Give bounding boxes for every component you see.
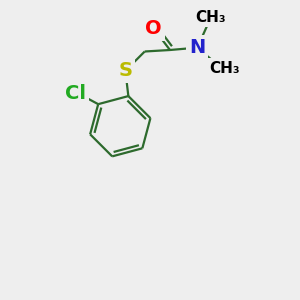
- Text: O: O: [145, 19, 162, 38]
- Text: Cl: Cl: [65, 84, 86, 103]
- Text: CH₃: CH₃: [195, 10, 225, 25]
- Text: CH₃: CH₃: [210, 61, 240, 76]
- Text: S: S: [118, 61, 132, 80]
- Text: N: N: [189, 38, 206, 57]
